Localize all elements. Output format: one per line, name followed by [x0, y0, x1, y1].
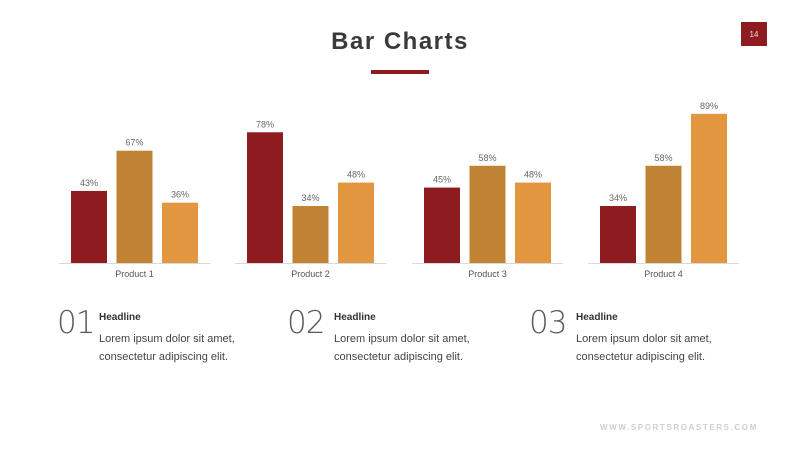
bar — [515, 182, 551, 263]
feature-number: 03 — [529, 305, 567, 341]
title-underline — [371, 70, 429, 74]
data-label: 45% — [433, 175, 451, 185]
bar-chart: 43% 67% 36% Product 1 78% 34% 48% Product 2 45% 5… — [59, 101, 739, 279]
bar — [469, 165, 506, 263]
slide-title: Bar Charts — [331, 28, 469, 55]
category-label: Product 4 — [644, 269, 683, 279]
category-label: Product 2 — [291, 269, 330, 279]
feature-headline: Headline — [576, 312, 618, 323]
data-label: 34% — [301, 193, 319, 203]
data-label: 48% — [524, 170, 542, 180]
data-label: 36% — [171, 190, 189, 200]
data-label: 58% — [654, 153, 672, 163]
bar — [247, 132, 283, 263]
bar — [116, 150, 153, 263]
bar — [600, 206, 636, 263]
feature-text: Lorem ipsum dolor sit amet, consectetur … — [334, 333, 470, 363]
bar — [162, 202, 198, 263]
category-label: Product 3 — [468, 269, 507, 279]
data-label: 89% — [700, 101, 718, 111]
feature-number: 02 — [287, 305, 325, 341]
feature-headline: Headline — [99, 312, 141, 323]
data-label: 78% — [256, 119, 274, 129]
bar — [292, 206, 329, 263]
feature-text: Lorem ipsum dolor sit amet, consectetur … — [99, 333, 235, 363]
data-label: 48% — [347, 170, 365, 180]
data-label: 43% — [80, 178, 98, 188]
bar — [338, 182, 374, 263]
page-number-badge: 14 — [741, 22, 767, 46]
data-label: 34% — [609, 193, 627, 203]
category-label: Product 1 — [115, 269, 154, 279]
bar — [645, 165, 682, 263]
bar — [691, 113, 727, 263]
feature-text: Lorem ipsum dolor sit amet, consectetur … — [576, 333, 712, 363]
feature-number: 01 — [57, 305, 95, 341]
data-label: 58% — [478, 153, 496, 163]
bar — [71, 190, 107, 263]
data-label: 67% — [125, 138, 143, 148]
bar — [424, 187, 460, 263]
footer-url: WWW.SPORTSROASTERS.COM — [600, 423, 758, 432]
feature-headline: Headline — [334, 312, 376, 323]
